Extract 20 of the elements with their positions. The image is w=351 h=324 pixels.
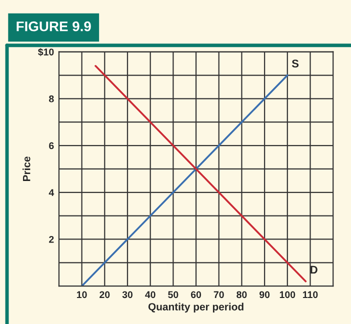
x-tick-label: 40 [145,291,156,298]
x-tick-label: 50 [168,291,178,298]
x-tick-label: 80 [236,291,247,298]
x-tick-label: 70 [214,291,224,298]
x-tick-label: 90 [259,291,270,298]
chart-title: FIGURE 9.9 [16,21,91,32]
x-tick-label: 10 [77,291,87,298]
x-tick-label: 110 [303,291,318,298]
y-tick-label: 4 [48,189,54,196]
y-tick-label: 8 [49,95,54,102]
y-tick-label: $10 [38,48,54,56]
x-axis-title: Quantity per period [148,302,244,313]
series-label: S [292,60,299,68]
y-tick-label: 2 [49,236,54,243]
x-tick-label: 60 [190,291,202,298]
x-tick-label: 100 [280,291,296,298]
y-tick-label: 6 [49,142,54,150]
x-tick-label: 20 [100,291,110,298]
x-tick-label: 30 [122,291,133,298]
y-axis-title: Price [22,156,30,182]
